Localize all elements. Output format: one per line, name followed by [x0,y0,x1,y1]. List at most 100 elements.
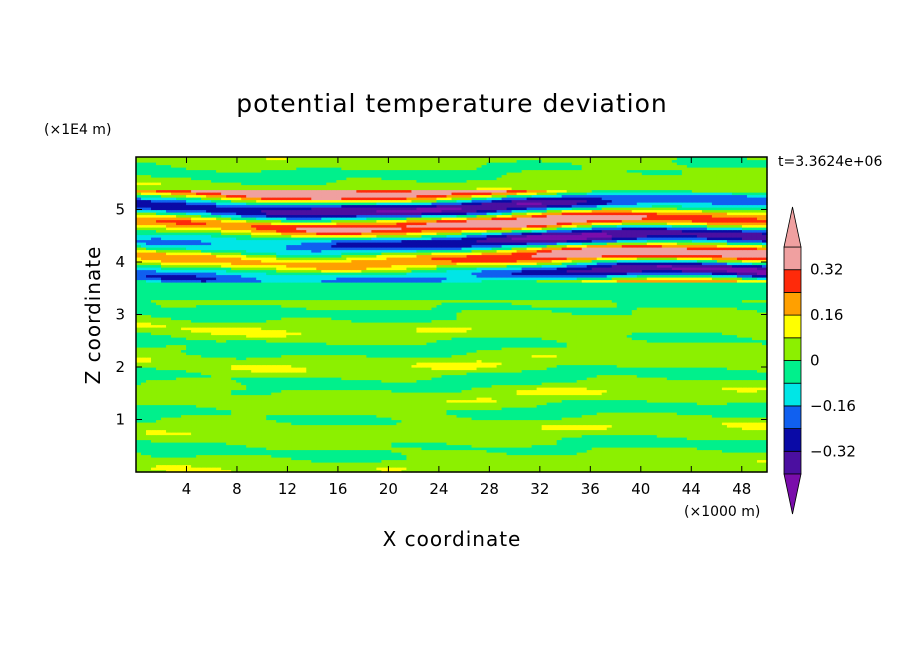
heatmap-cell [236,467,242,471]
heatmap-cell [596,414,603,418]
heatmap-cell [441,414,448,418]
heatmap-cell [326,457,332,461]
heatmap-cell [706,407,713,411]
heatmap-cell [271,407,277,411]
heatmap-cell [571,409,578,413]
heatmap-cell [381,417,387,421]
heatmap-cell [656,399,663,403]
heatmap-cell [631,412,638,416]
heatmap-cell [221,464,227,468]
heatmap-cell [316,449,322,453]
heatmap-cell [486,437,493,441]
heatmap-cell [246,437,252,441]
heatmap-cell [136,429,142,433]
heatmap-cell [451,417,458,421]
heatmap-cell [686,454,693,458]
heatmap-cell [316,427,322,431]
heatmap-cell [201,447,207,451]
heatmap-cell [171,397,177,401]
heatmap-cell [231,454,237,458]
heatmap-cell [646,467,653,471]
heatmap-cell [516,439,523,443]
heatmap-cell [146,424,152,428]
heatmap-cell [611,407,618,411]
heatmap-cell [446,422,453,426]
heatmap-cell [621,464,628,468]
heatmap-cell [736,402,743,406]
heatmap-cell [161,429,167,433]
heatmap-cell [546,432,553,436]
heatmap-cell [666,462,673,466]
heatmap-cell [196,449,202,453]
heatmap-cell [191,404,197,408]
heatmap-cell [761,422,768,426]
heatmap-cell [661,444,668,448]
heatmap-cell [286,429,292,433]
heatmap-cell [266,437,272,441]
heatmap-cell [566,434,573,438]
heatmap-cell [201,437,207,441]
heatmap-cell [616,422,623,426]
heatmap-cell [506,462,513,466]
heatmap-cell [336,457,342,461]
heatmap-cell [761,464,768,468]
heatmap-cell [506,402,513,406]
heatmap-cell [471,457,478,461]
heatmap-cell [281,459,287,463]
heatmap-cell [176,409,182,413]
heatmap-cell [411,454,418,458]
heatmap-cell [401,447,408,451]
heatmap-cell [751,404,758,408]
heatmap-cell [286,422,292,426]
heatmap-cell [341,444,347,448]
heatmap-cell [596,432,603,436]
heatmap-cell [136,397,142,401]
heatmap-cell [716,402,723,406]
heatmap-cell [351,459,357,463]
heatmap-cell [156,444,162,448]
heatmap-cell [741,452,748,456]
heatmap-cell [311,412,317,416]
heatmap-cell [541,434,548,438]
heatmap-cell [731,434,738,438]
heatmap-cell [446,457,453,461]
heatmap-cell [356,402,362,406]
heatmap-cell [351,402,357,406]
heatmap-cell [431,464,438,468]
heatmap-cell [171,439,177,443]
heatmap-cell [331,444,337,448]
heatmap-cell [161,467,167,471]
heatmap-cell [231,407,237,411]
heatmap-cell [676,442,683,446]
heatmap-cell [296,442,302,446]
heatmap-cell [321,432,327,436]
heatmap-cell [221,422,227,426]
heatmap-cell [291,464,297,468]
heatmap-cell [506,399,513,403]
heatmap-cell [156,457,162,461]
heatmap-cell [756,412,763,416]
heatmap-cell [501,434,508,438]
heatmap-cell [306,432,312,436]
heatmap-cell [141,462,147,466]
heatmap-cell [651,447,658,451]
heatmap-cell [461,454,468,458]
heatmap-cell [331,402,337,406]
heatmap-cell [666,434,673,438]
heatmap-cell [546,449,553,453]
heatmap-cell [451,434,458,438]
heatmap-cell [656,414,663,418]
heatmap-cell [626,422,633,426]
heatmap-cell [476,459,483,463]
heatmap-cell [301,442,307,446]
heatmap-cell [531,399,538,403]
heatmap-cell [166,427,172,431]
heatmap-cell [361,424,367,428]
heatmap-cell [761,432,768,436]
heatmap-cell [481,457,488,461]
heatmap-cell [586,412,593,416]
heatmap-cell [551,399,558,403]
heatmap-cell [491,422,498,426]
heatmap-cell [721,454,728,458]
heatmap-cell [336,464,342,468]
